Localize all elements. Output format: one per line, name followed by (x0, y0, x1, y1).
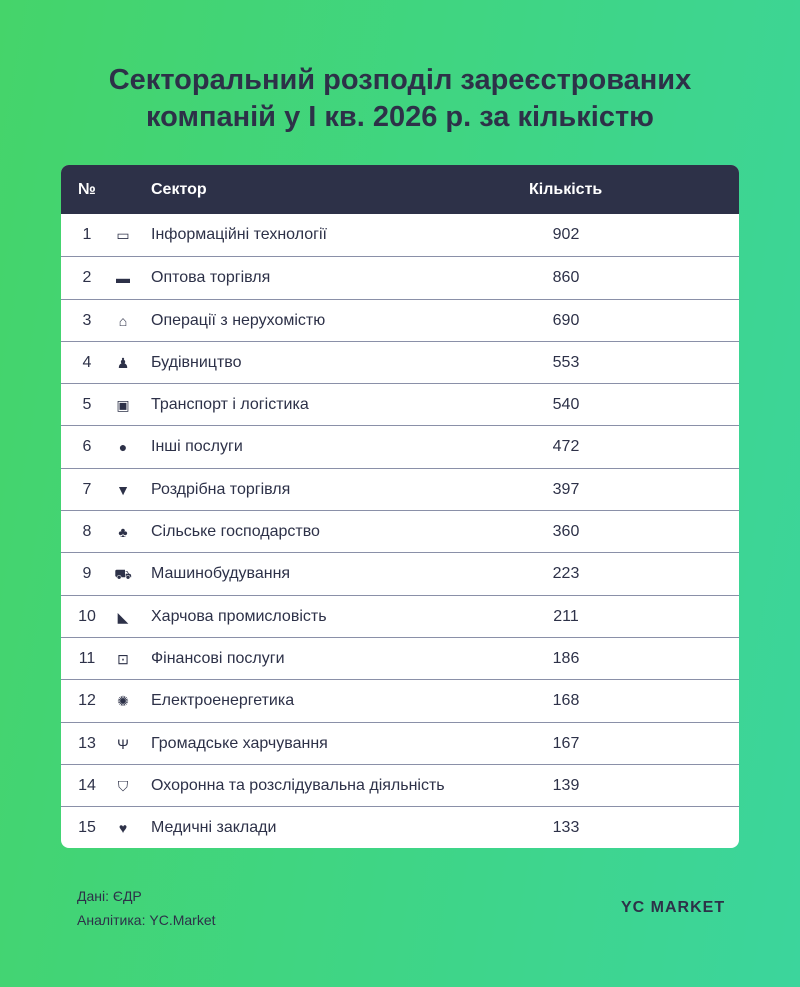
row-count: 360 (552, 523, 580, 541)
row-sector: Транспорт і логістика (151, 396, 309, 414)
row-count: 860 (552, 269, 580, 287)
row-sector: Оптова торгівля (151, 269, 271, 287)
basket-icon: ▼ (116, 481, 130, 498)
row-count: 139 (552, 776, 580, 794)
row-sector: Фінансові послуги (151, 649, 285, 667)
construction-worker-icon: ♟ (116, 354, 130, 371)
house-icon: ⌂ (118, 312, 128, 329)
table-row: 4 ♟ Будівництво 553 (61, 340, 739, 383)
row-sector: Електроенергетика (151, 692, 295, 710)
truck-icon: ⛟ (114, 566, 132, 583)
header-sector: Сектор (151, 181, 207, 198)
table-row: 11 ⊡ Фінансові послуги 186 (61, 636, 739, 679)
row-sector: Охоронна та розслідувальна діяльність (151, 776, 445, 794)
analytics-note: Аналітика: YC.Market (77, 912, 216, 928)
row-count: 186 (552, 649, 580, 667)
table-row: 6 ● Інші послуги 472 (61, 425, 739, 467)
warehouse-icon: ▬ (116, 270, 130, 287)
row-number: 6 (82, 438, 92, 456)
table-row: 7 ▼ Роздрібна торгівля 397 (61, 467, 739, 510)
row-sector: Громадське харчування (151, 734, 328, 752)
heart-pulse-icon: ♥ (118, 820, 128, 837)
row-count: 540 (552, 396, 580, 414)
bus-icon: ▣ (116, 397, 130, 414)
row-sector: Харчова промисловість (151, 607, 327, 625)
sector-table: № Сектор Кількість 1 ▭ Інформаційні техн… (61, 165, 739, 849)
row-count: 472 (552, 438, 580, 456)
shield-star-icon: ⛉ (117, 777, 129, 794)
row-count: 223 (552, 565, 580, 583)
header-number: № (78, 181, 96, 198)
row-number: 12 (78, 692, 96, 710)
row-sector: Сільське господарство (151, 523, 320, 541)
row-sector: Медичні заклади (151, 819, 277, 837)
row-number: 4 (82, 353, 92, 371)
row-sector: Інші послуги (151, 438, 243, 456)
table-row: 8 ♣ Сільське господарство 360 (61, 510, 739, 552)
yc-market-logo: YC MARKET (621, 899, 726, 916)
row-sector: Операції з нерухомістю (151, 311, 326, 329)
table-row: 14 ⛉ Охоронна та розслідувальна діяльніс… (61, 763, 739, 806)
table-row: 5 ▣ Транспорт і логістика 540 (61, 383, 739, 425)
table-row: 3 ⌂ Операції з нерухомістю 690 (61, 298, 739, 341)
row-sector: Машинобудування (151, 565, 291, 583)
row-count: 397 (552, 480, 580, 498)
row-count: 690 (552, 311, 580, 329)
table-row: 13 Ψ Громадське харчування 167 (61, 721, 739, 764)
row-number: 14 (78, 776, 96, 794)
money-bill-icon: ⊡ (117, 650, 129, 667)
row-number: 9 (82, 565, 92, 583)
page-title: Секторальний розподіл зареєстрованих ком… (0, 62, 800, 136)
source-note: Дані: ЄДР (77, 888, 142, 904)
row-count: 167 (552, 734, 580, 752)
table-row: 12 ✺ Електроенергетика 168 (61, 679, 739, 721)
row-sector: Інформаційні технології (151, 226, 327, 243)
title-line-1: Секторальний розподіл зареєстрованих (108, 64, 692, 96)
row-number: 13 (78, 734, 96, 752)
row-number: 2 (82, 269, 92, 287)
row-sector: Будівництво (151, 353, 242, 371)
table-row: 2 ▬ Оптова торгівля 860 (61, 256, 739, 298)
row-number: 11 (78, 649, 96, 667)
table-row: 10 ◣ Харчова промисловість 211 (61, 594, 739, 637)
row-count: 553 (552, 353, 580, 371)
table-row: 9 ⛟ Машинобудування 223 (61, 552, 739, 594)
seedling-icon: ♣ (118, 524, 128, 541)
header-count: Кількість (529, 181, 603, 198)
row-number: 10 (78, 607, 96, 625)
row-number: 15 (78, 819, 96, 837)
row-count: 902 (552, 226, 580, 243)
pizza-slice-icon: ◣ (117, 608, 129, 625)
row-count: 211 (553, 607, 579, 625)
row-number: 7 (82, 480, 92, 498)
row-number: 3 (82, 311, 92, 329)
lightbulb-icon: ✺ (117, 693, 129, 710)
row-count: 168 (552, 692, 580, 710)
laptop-icon: ▭ (116, 227, 130, 243)
row-number: 1 (82, 226, 92, 243)
row-sector: Роздрібна торгівля (151, 480, 291, 498)
row-number: 8 (82, 523, 92, 541)
row-number: 5 (82, 396, 92, 414)
more-dots-icon: ● (118, 439, 128, 456)
table-header: № Сектор Кількість (61, 165, 739, 214)
utensils-icon: Ψ (117, 735, 129, 752)
title-line-2: компаній у І кв. 2026 р. за кількістю (146, 101, 654, 133)
row-count: 133 (552, 819, 580, 837)
table-row: 1 ▭ Інформаційні технології 902 (61, 214, 739, 256)
table-row: 15 ♥ Медичні заклади 133 (61, 806, 739, 848)
